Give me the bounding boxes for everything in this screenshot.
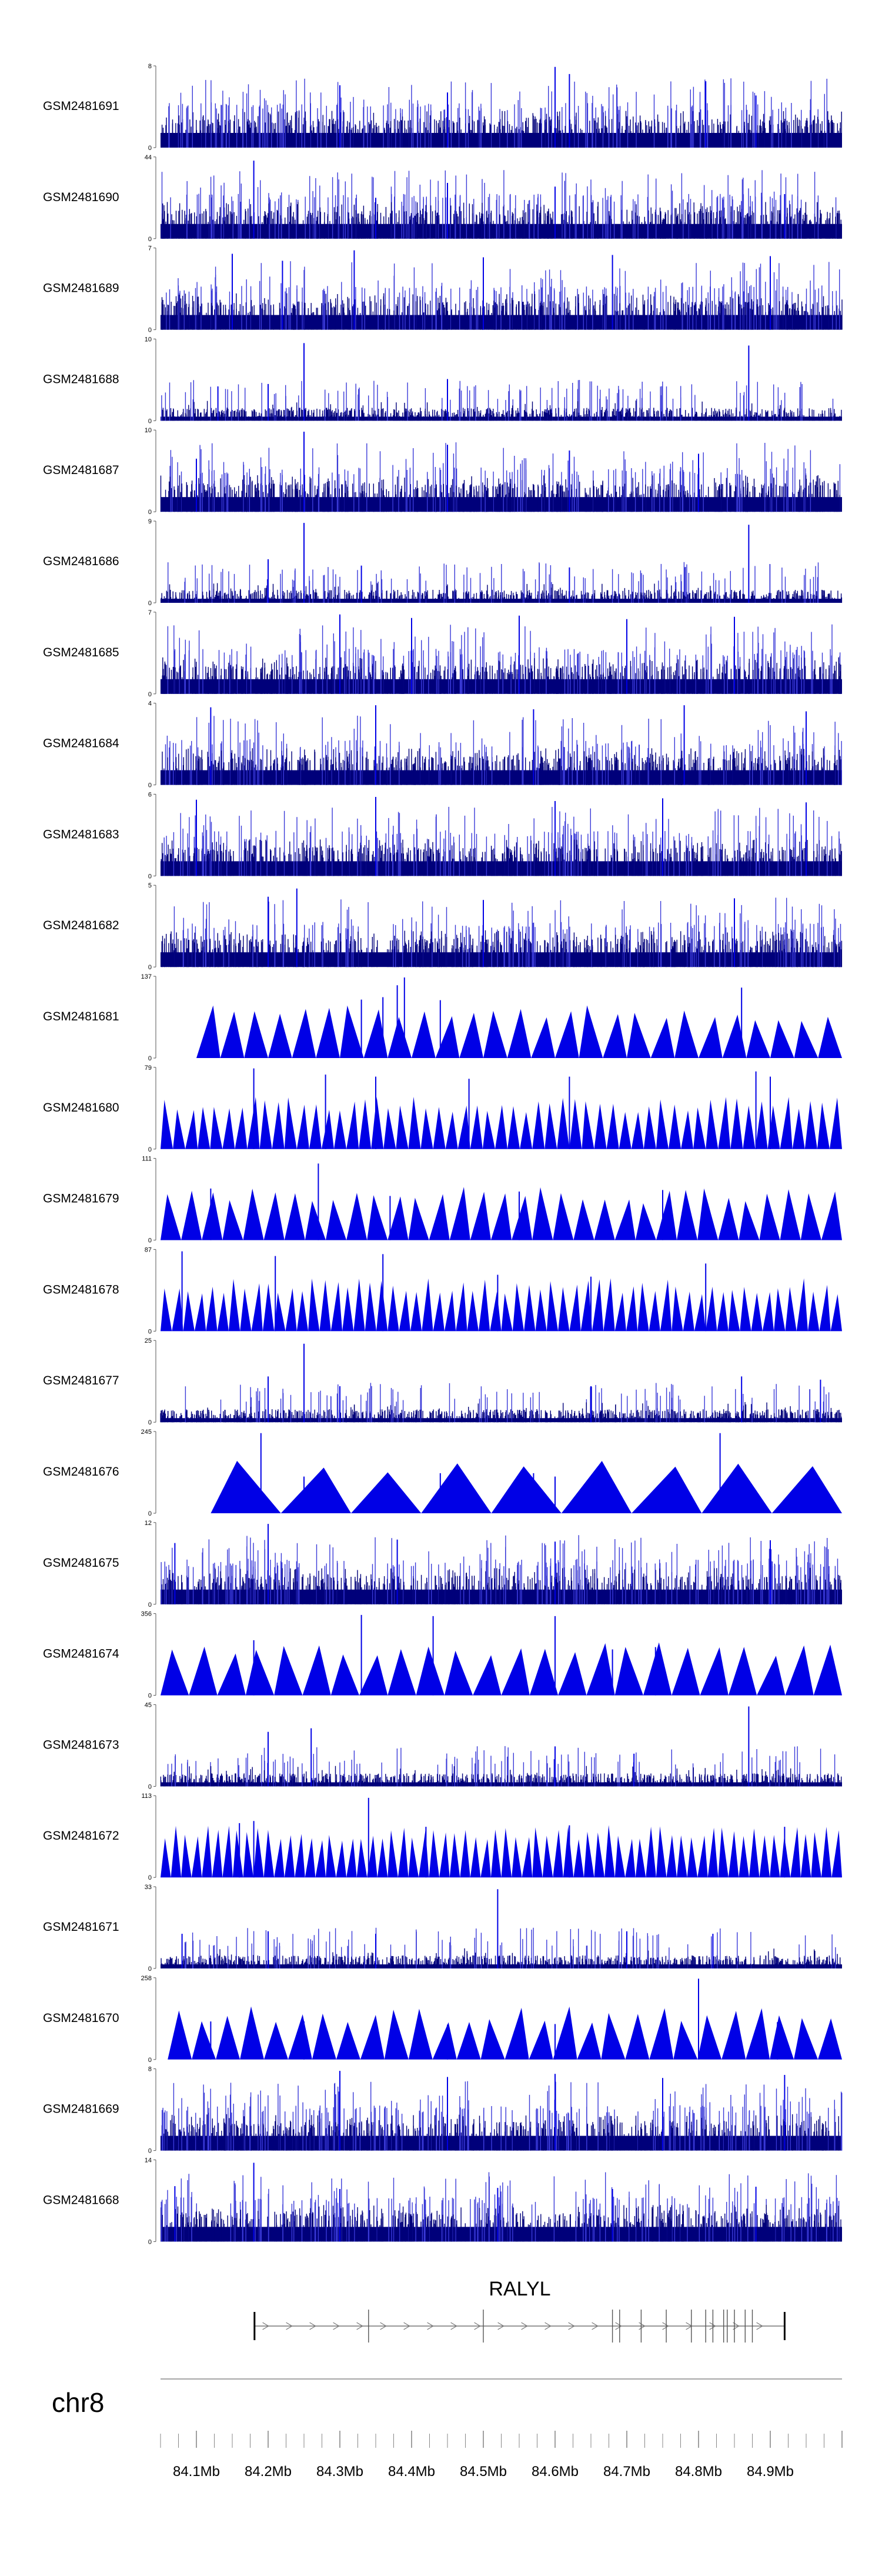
track-label: GSM2481688 — [43, 372, 119, 386]
track-label: GSM2481691 — [43, 99, 119, 113]
y-tick-label-min: 0 — [148, 327, 152, 334]
track-GSM2481687: GSM2481687 10 0 — [43, 427, 842, 516]
track-GSM2481686: GSM2481686 9 0 — [43, 518, 843, 607]
signal-tracks: GSM248169180GSM2481690440GSM248168970GSM… — [43, 63, 843, 2245]
y-tick-label-min: 0 — [148, 145, 152, 152]
track-GSM2481685: GSM2481685 7 0 — [43, 609, 842, 698]
track-label: GSM2481685 — [43, 646, 119, 659]
y-tick-label-max: 7 — [148, 609, 152, 616]
track-label: GSM2481690 — [43, 191, 119, 204]
track-label: GSM2481687 — [43, 463, 119, 477]
track-label: GSM2481686 — [43, 555, 119, 568]
y-tick-label-min: 0 — [148, 600, 152, 607]
y-tick-label-max: 10 — [145, 427, 152, 434]
y-tick-label-min: 0 — [148, 509, 152, 516]
track-label: GSM2481689 — [43, 282, 119, 295]
track-GSM2481688: GSM2481688 10 0 — [43, 336, 842, 425]
y-tick-label-max: 10 — [145, 336, 152, 343]
y-tick-label-min: 0 — [148, 236, 152, 243]
y-tick-label-max: 8 — [148, 63, 152, 70]
track-GSM2481689: GSM2481689 7 0 — [43, 245, 843, 334]
y-tick-label-min: 0 — [148, 691, 152, 698]
y-tick-label-max: 9 — [148, 518, 152, 525]
y-tick-label-min: 0 — [148, 418, 152, 425]
y-tick-label-max: 44 — [145, 154, 152, 161]
y-tick-label-max: 7 — [148, 245, 152, 252]
track-GSM2481690: GSM2481690 44 0 — [43, 154, 842, 243]
track-GSM2481691: GSM2481691 8 0 — [43, 63, 842, 152]
